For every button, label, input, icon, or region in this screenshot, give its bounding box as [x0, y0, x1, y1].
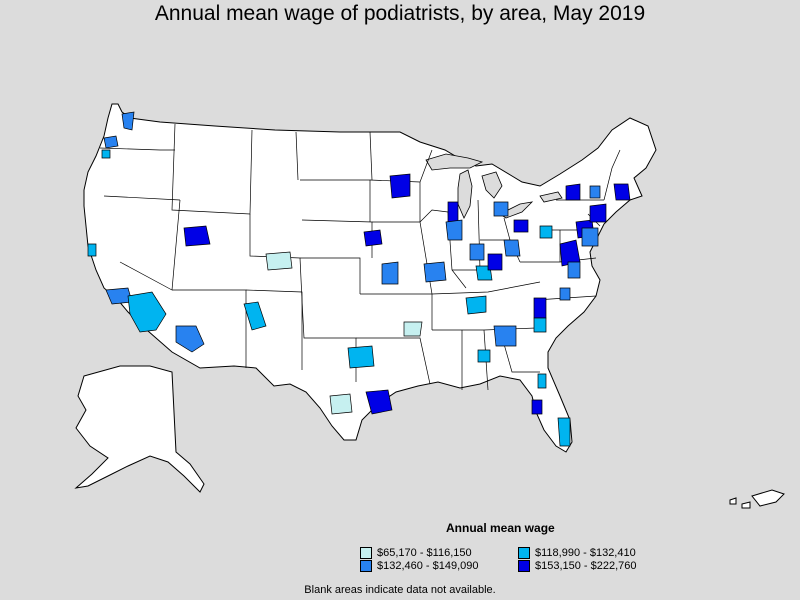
- legend-swatch-3: [360, 560, 372, 572]
- footnote: Blank areas indicate data not available.: [304, 584, 496, 596]
- legend-label-4: $153,150 - $222,760: [535, 560, 637, 572]
- legend-swatch-1: [360, 547, 372, 559]
- alaska: [74, 365, 205, 493]
- lake-michigan: [457, 169, 473, 219]
- legend-swatch-2: [518, 547, 530, 559]
- legend-item-3: $132,460 - $149,090: [360, 560, 479, 572]
- hawaii: [729, 489, 785, 509]
- legend-title: Annual mean wage: [446, 521, 555, 535]
- legend-item-2: $118,990 - $132,410: [518, 547, 636, 559]
- legend-label-1: $65,170 - $116,150: [377, 547, 472, 559]
- lake-superior: [425, 153, 484, 171]
- lake-ontario: [539, 191, 563, 203]
- legend-label-2: $118,990 - $132,410: [535, 547, 636, 559]
- legend-label-3: $132,460 - $149,090: [377, 560, 479, 572]
- metro-areas: [87, 111, 631, 447]
- map-title: Annual mean wage of podiatrists, by area…: [154, 2, 646, 25]
- legend-swatch-4: [518, 560, 530, 572]
- legend-item-1: $65,170 - $116,150: [360, 547, 472, 559]
- legend-item-4: $153,150 - $222,760: [518, 560, 637, 572]
- lake-huron: [481, 171, 503, 199]
- state-borders: [99, 123, 621, 391]
